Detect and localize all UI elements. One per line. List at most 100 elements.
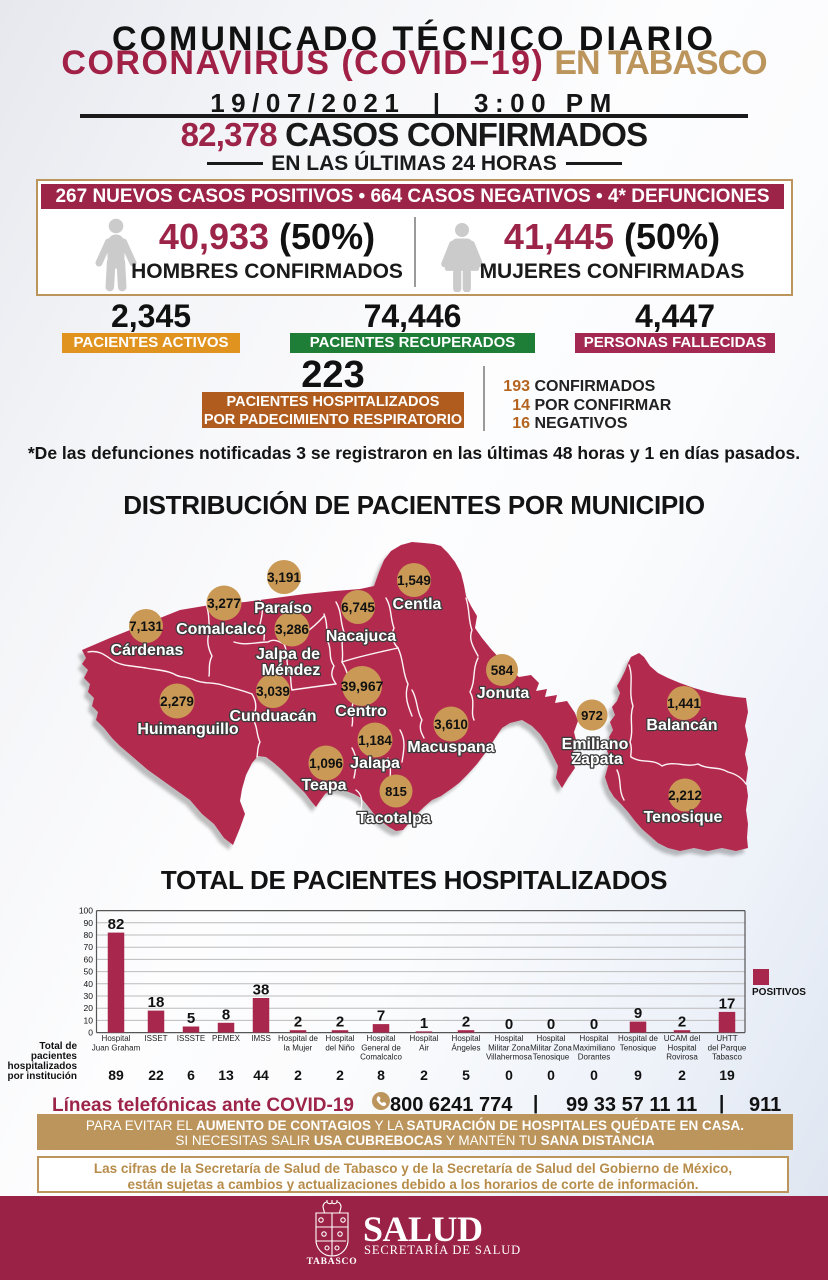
svg-text:Hospital: Hospital xyxy=(668,1043,697,1052)
svg-text:Maximiliano: Maximiliano xyxy=(573,1043,616,1052)
svg-text:Tacotalpa: Tacotalpa xyxy=(357,810,431,827)
svg-text:Hospital de: Hospital de xyxy=(278,1034,319,1043)
svg-text:44: 44 xyxy=(253,1067,269,1083)
svg-text:Comalcalco: Comalcalco xyxy=(176,621,266,638)
svg-text:Comalcalco: Comalcalco xyxy=(360,1053,402,1062)
svg-text:18: 18 xyxy=(148,994,165,1011)
svg-text:2,279: 2,279 xyxy=(160,694,194,709)
svg-text:0: 0 xyxy=(547,1016,555,1033)
svg-text:Hospital: Hospital xyxy=(537,1034,566,1043)
svg-text:6: 6 xyxy=(187,1067,195,1083)
svg-text:2: 2 xyxy=(462,1014,470,1031)
svg-text:0: 0 xyxy=(547,1067,555,1083)
svg-text:20: 20 xyxy=(84,1003,94,1013)
svg-text:7,131: 7,131 xyxy=(129,619,163,634)
svg-text:3,610: 3,610 xyxy=(434,717,468,732)
svg-text:39,967: 39,967 xyxy=(341,678,384,694)
svg-text:SECRETARÍA DE SALUD: SECRETARÍA DE SALUD xyxy=(364,1243,521,1257)
svg-text:0: 0 xyxy=(590,1067,598,1083)
svg-text:0: 0 xyxy=(88,1028,93,1038)
svg-text:972: 972 xyxy=(581,708,603,723)
svg-text:1,441: 1,441 xyxy=(667,696,701,711)
svg-text:3,277: 3,277 xyxy=(207,596,241,611)
svg-text:POSITIVOS: POSITIVOS xyxy=(752,987,806,998)
svg-text:Cunduacán: Cunduacán xyxy=(229,708,316,725)
svg-text:1,549: 1,549 xyxy=(397,573,431,588)
svg-text:del Niño: del Niño xyxy=(325,1043,355,1052)
svg-text:Jonuta: Jonuta xyxy=(477,685,530,702)
svg-text:6,745: 6,745 xyxy=(341,600,375,615)
svg-text:Méndez: Méndez xyxy=(262,662,321,679)
svg-text:Teapa: Teapa xyxy=(301,777,346,794)
svg-text:1,184: 1,184 xyxy=(358,733,392,748)
svg-text:Tenosique: Tenosique xyxy=(644,809,723,826)
svg-text:9: 9 xyxy=(634,1067,642,1083)
svg-text:0: 0 xyxy=(505,1067,513,1083)
svg-text:Hospital: Hospital xyxy=(367,1034,396,1043)
svg-text:Dorantes: Dorantes xyxy=(578,1053,610,1062)
svg-text:2: 2 xyxy=(420,1067,428,1083)
svg-text:Hospital: Hospital xyxy=(410,1034,439,1043)
svg-text:1,096: 1,096 xyxy=(309,756,343,771)
svg-text:Nacajuca: Nacajuca xyxy=(326,628,396,645)
svg-text:100: 100 xyxy=(79,906,93,916)
svg-text:Centro: Centro xyxy=(335,703,387,720)
svg-text:0: 0 xyxy=(505,1016,513,1033)
svg-text:Hospital de: Hospital de xyxy=(618,1034,659,1043)
svg-text:pacientes: pacientes xyxy=(31,1051,78,1062)
svg-text:Huimanguillo: Huimanguillo xyxy=(137,721,239,738)
svg-text:Rovirosa: Rovirosa xyxy=(666,1053,698,1062)
svg-text:2: 2 xyxy=(336,1014,344,1031)
svg-text:89: 89 xyxy=(108,1067,124,1083)
svg-text:815: 815 xyxy=(385,784,407,799)
svg-text:Jalpa de: Jalpa de xyxy=(256,646,320,663)
svg-text:Emiliano: Emiliano xyxy=(562,736,629,753)
svg-text:Hospital: Hospital xyxy=(102,1034,131,1043)
svg-text:ISSET: ISSET xyxy=(144,1034,167,1043)
svg-text:Hospital: Hospital xyxy=(326,1034,355,1043)
svg-text:3,039: 3,039 xyxy=(256,684,290,699)
svg-text:2: 2 xyxy=(294,1067,302,1083)
svg-text:2: 2 xyxy=(678,1014,686,1031)
svg-text:la Mujer: la Mujer xyxy=(284,1043,313,1052)
svg-text:8: 8 xyxy=(377,1067,385,1083)
svg-text:22: 22 xyxy=(148,1067,164,1083)
svg-text:UHTT: UHTT xyxy=(716,1034,737,1043)
svg-text:70: 70 xyxy=(84,942,94,952)
svg-text:Cárdenas: Cárdenas xyxy=(111,642,184,659)
svg-text:TABASCO: TABASCO xyxy=(307,1257,358,1267)
svg-text:Militar Zona: Militar Zona xyxy=(488,1043,530,1052)
svg-text:10: 10 xyxy=(84,1015,94,1025)
svg-text:90: 90 xyxy=(84,918,94,928)
svg-text:38: 38 xyxy=(253,982,270,999)
svg-text:Macuspana: Macuspana xyxy=(407,739,494,756)
svg-text:9: 9 xyxy=(634,1005,642,1022)
svg-text:17: 17 xyxy=(719,995,736,1012)
svg-text:3,286: 3,286 xyxy=(275,622,309,637)
svg-text:19: 19 xyxy=(719,1067,735,1083)
svg-text:Jalapa: Jalapa xyxy=(350,755,400,772)
svg-text:584: 584 xyxy=(491,663,514,678)
svg-text:Paraíso: Paraíso xyxy=(254,600,312,617)
svg-text:UCAM del: UCAM del xyxy=(664,1034,701,1043)
svg-text:Juan Graham: Juan Graham xyxy=(92,1043,141,1052)
svg-text:5: 5 xyxy=(187,1010,195,1027)
svg-text:Total de: Total de xyxy=(39,1041,77,1052)
svg-text:Ángeles: Ángeles xyxy=(452,1043,481,1052)
svg-text:hospitalizados: hospitalizados xyxy=(8,1061,78,1072)
svg-text:Zapata: Zapata xyxy=(571,751,623,768)
svg-text:ISSSTE: ISSSTE xyxy=(177,1034,205,1043)
svg-text:3,191: 3,191 xyxy=(267,570,301,585)
svg-text:60: 60 xyxy=(84,954,94,964)
svg-text:SALUD: SALUD xyxy=(363,1209,483,1249)
svg-text:0: 0 xyxy=(590,1016,598,1033)
svg-text:2: 2 xyxy=(336,1067,344,1083)
svg-text:Villahermosa: Villahermosa xyxy=(486,1053,533,1062)
svg-text:2: 2 xyxy=(678,1067,686,1083)
svg-text:1: 1 xyxy=(420,1015,428,1032)
svg-text:PEMEX: PEMEX xyxy=(212,1034,241,1043)
svg-text:13: 13 xyxy=(218,1067,234,1083)
svg-text:Centla: Centla xyxy=(393,596,442,613)
svg-text:Tenosique: Tenosique xyxy=(620,1043,657,1052)
svg-text:40: 40 xyxy=(84,979,94,989)
